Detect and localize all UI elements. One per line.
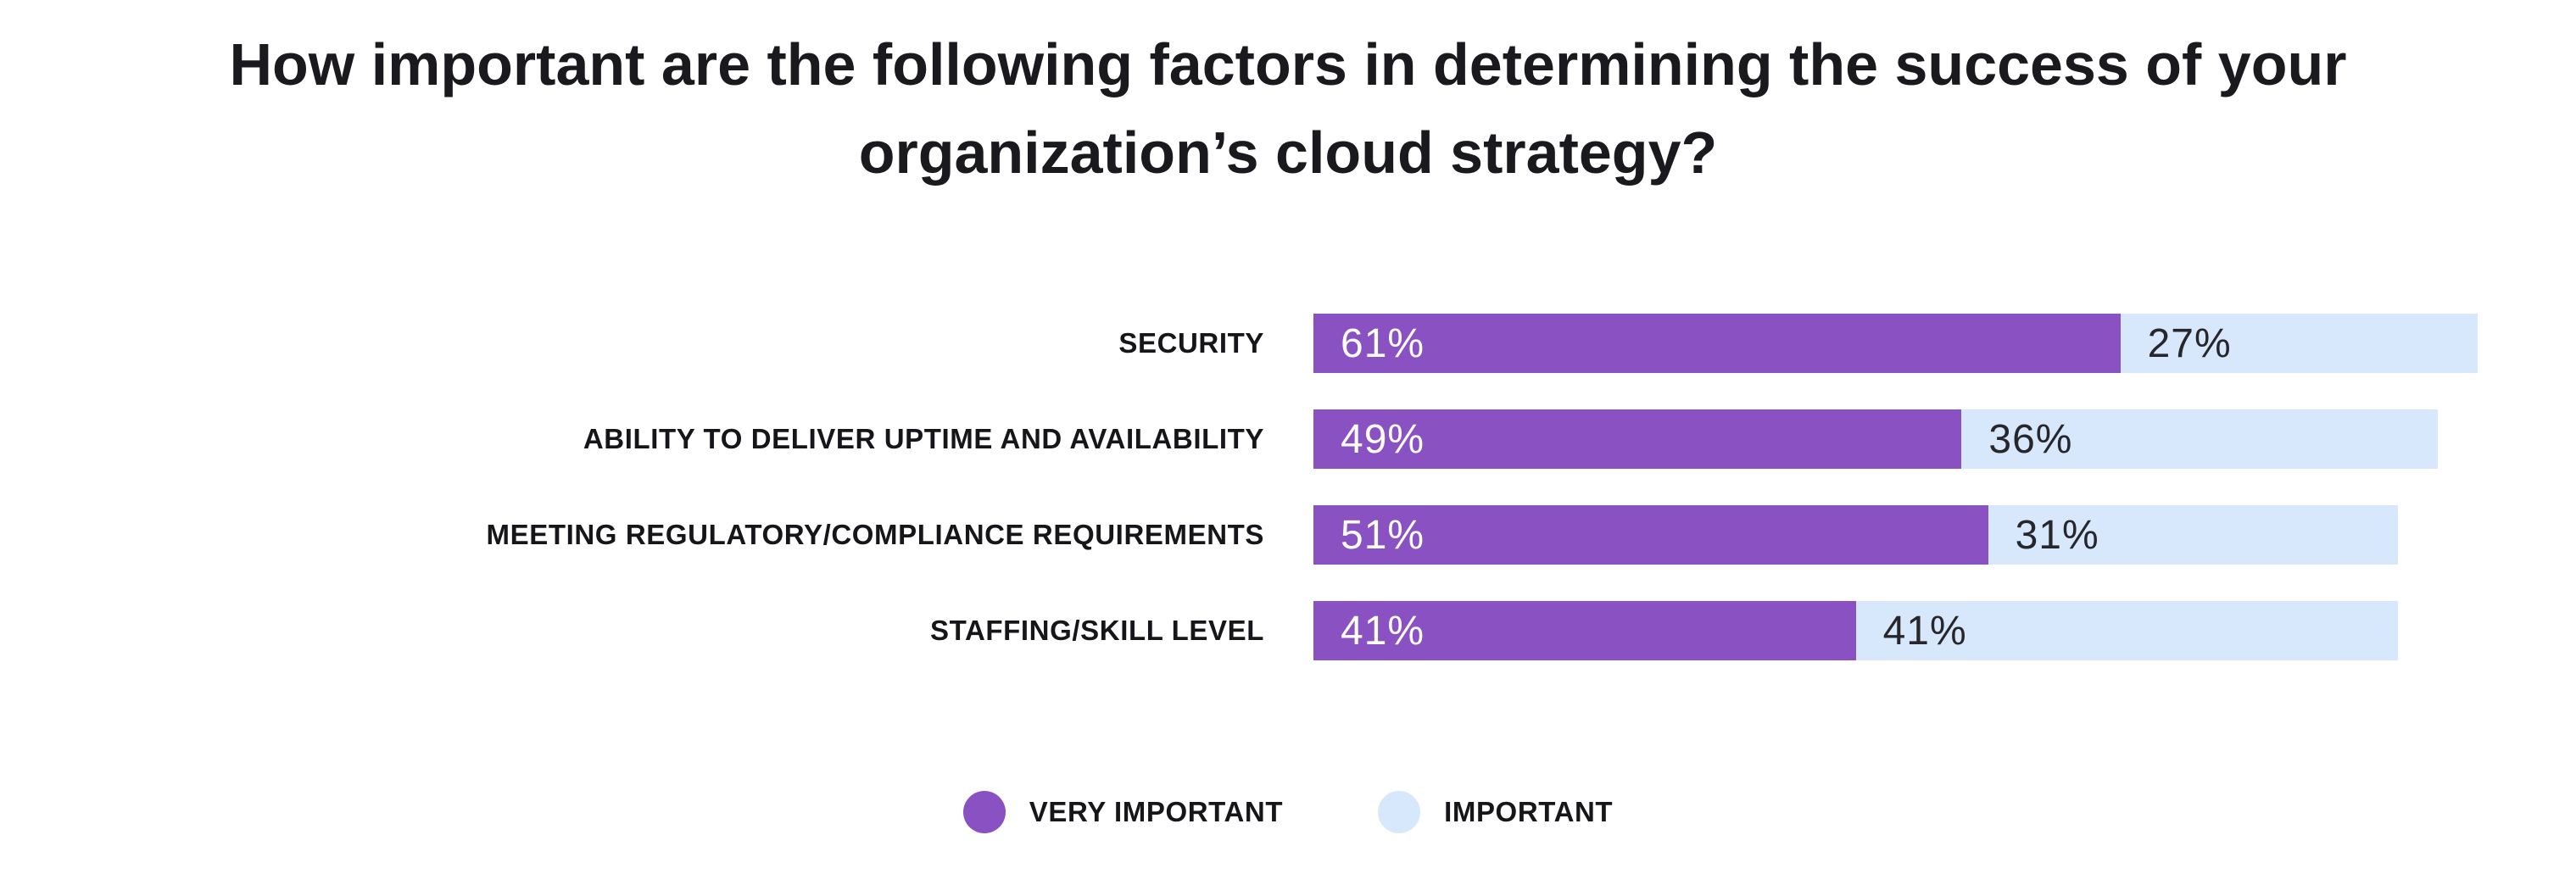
legend-item-important: IMPORTANT	[1378, 791, 1613, 833]
category-label: SECURITY	[1118, 327, 1264, 359]
legend-label: IMPORTANT	[1444, 796, 1614, 827]
bar-track: 61% 27%	[1313, 314, 2478, 373]
bar-segment-important: 27%	[2120, 314, 2478, 373]
bar-value-label: 36%	[1988, 416, 2073, 462]
chart-title-line-1: How important are the following factors …	[229, 31, 2347, 97]
category-label: ABILITY TO DELIVER UPTIME AND AVAILABILI…	[583, 423, 1264, 454]
chart-title: How important are the following factors …	[0, 20, 2576, 197]
bar-track: 51% 31%	[1313, 505, 2399, 565]
bar-value-label: 27%	[2147, 320, 2232, 366]
bar-segment-very-important: 41%	[1313, 601, 1856, 660]
category-label: STAFFING/SKILL LEVEL	[930, 615, 1264, 646]
legend-swatch-icon	[1378, 791, 1421, 833]
bar-value-label: 49%	[1341, 416, 1425, 462]
bar-value-label: 41%	[1341, 608, 1425, 654]
legend-swatch-icon	[962, 791, 1006, 833]
bar-segment-important: 41%	[1855, 601, 2399, 660]
bar-row-ability-to-deliver-uptime-and-availability: ABILITY TO DELIVER UPTIME AND AVAILABILI…	[0, 409, 2478, 469]
bar-segment-very-important: 49%	[1313, 409, 1962, 469]
bar-segment-very-important: 51%	[1313, 505, 1988, 565]
bar-value-label: 41%	[1882, 608, 1967, 654]
bar-row-staffing-skill-level: STAFFING/SKILL LEVEL 41% 41%	[0, 601, 2478, 660]
bar-track: 49% 36%	[1313, 409, 2438, 469]
chart-legend: VERY IMPORTANT IMPORTANT	[0, 791, 2576, 833]
bar-segment-important: 36%	[1961, 409, 2438, 469]
bar-value-label: 31%	[2015, 512, 2099, 558]
bar-row-security: SECURITY 61% 27%	[0, 314, 2478, 373]
category-label: MEETING REGULATORY/COMPLIANCE REQUIREMEN…	[486, 519, 1264, 550]
chart-title-line-2: organization’s cloud strategy?	[858, 120, 1718, 186]
bar-row-meeting-regulatory-compliance-requirements: MEETING REGULATORY/COMPLIANCE REQUIREMEN…	[0, 505, 2478, 565]
bar-segment-important: 31%	[1988, 505, 2399, 565]
bar-value-label: 61%	[1341, 320, 1425, 366]
bar-value-label: 51%	[1341, 512, 1425, 558]
bar-track: 41% 41%	[1313, 601, 2399, 660]
bar-chart: SECURITY 61% 27% ABILITY TO DELIVER UPTIME …	[0, 314, 2478, 660]
legend-label: VERY IMPORTANT	[1029, 796, 1284, 827]
bar-segment-very-important: 61%	[1313, 314, 2121, 373]
legend-item-very-important: VERY IMPORTANT	[962, 791, 1284, 833]
